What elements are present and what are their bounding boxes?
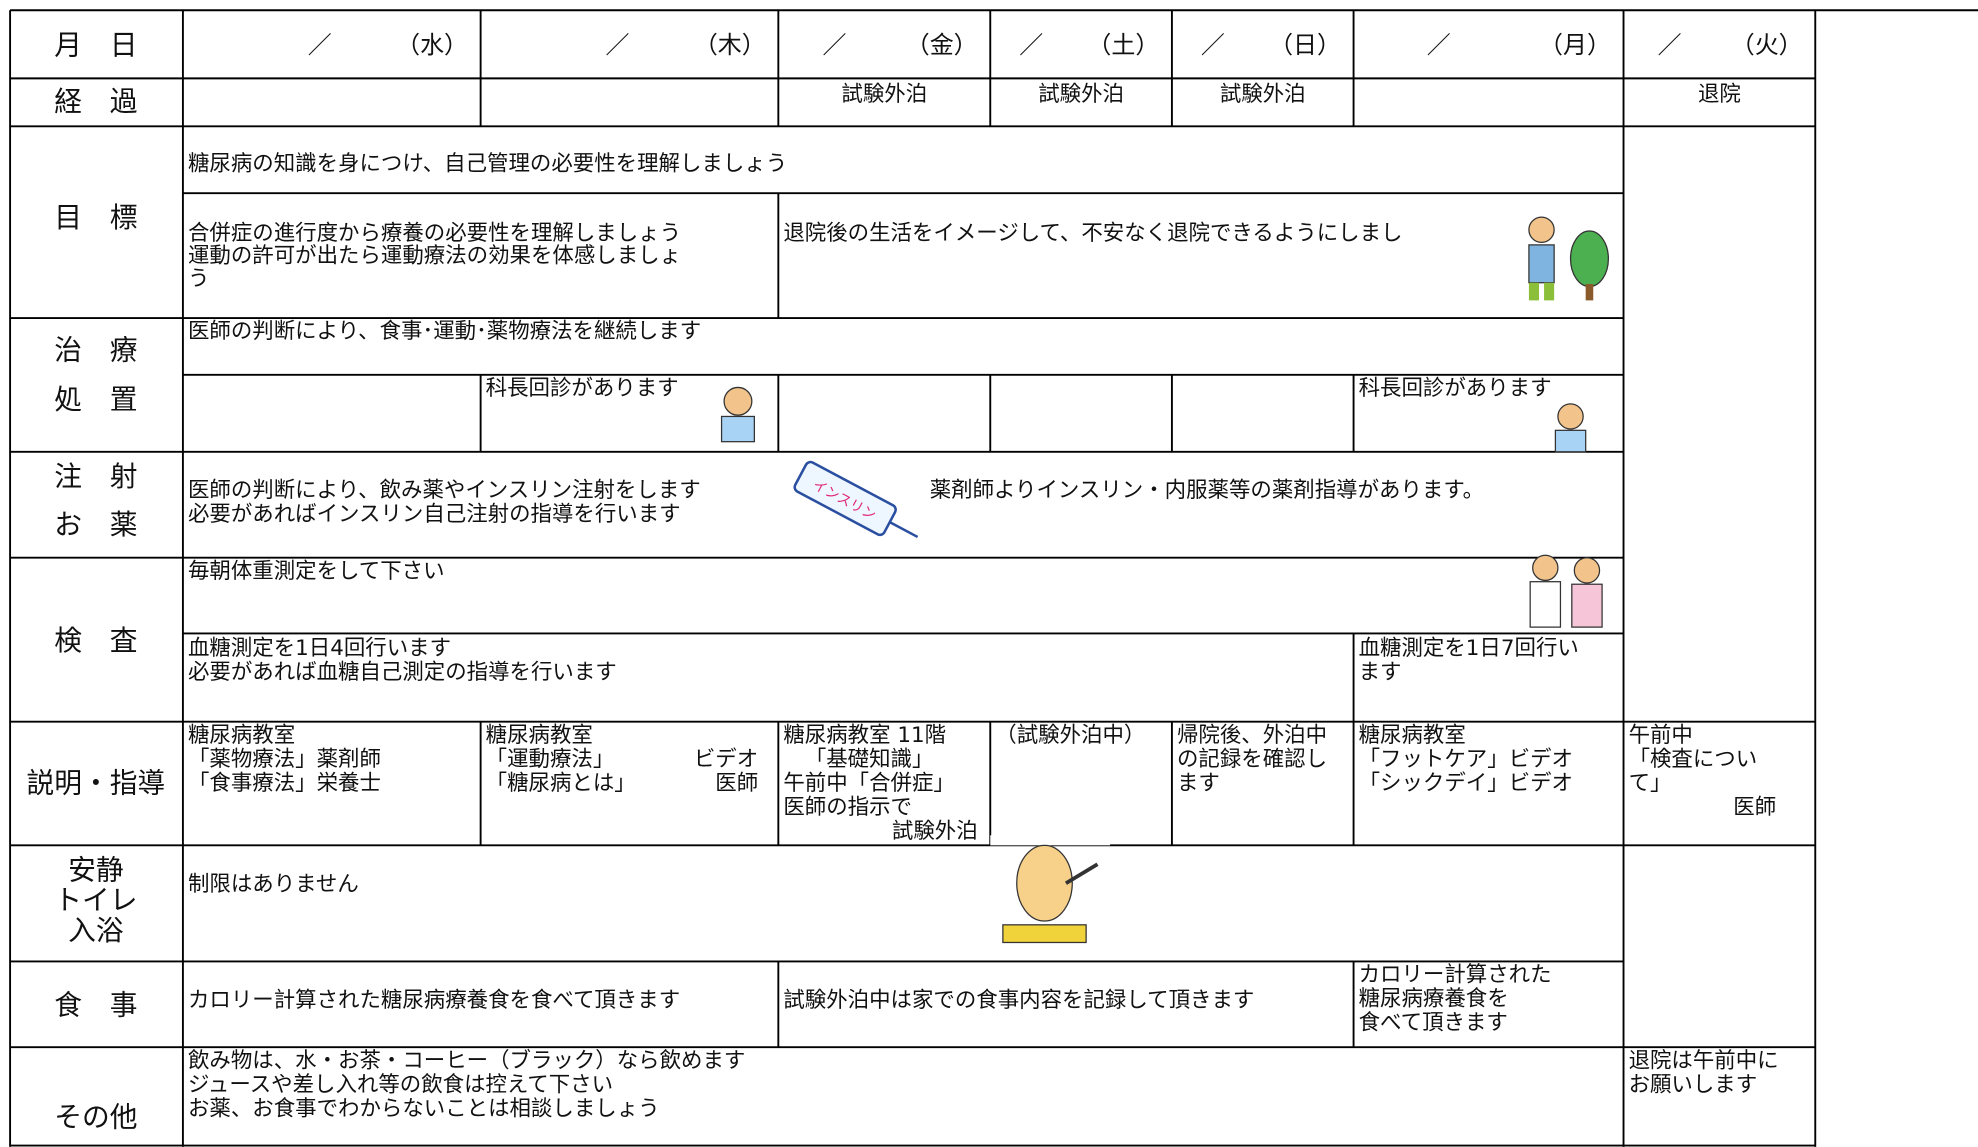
cell-text: 糖尿病の知識を身につけ、自己管理の必要性を理解しましょう: [188, 151, 787, 176]
date-slash: ／: [606, 31, 630, 59]
cell-text: ビデオ: [694, 747, 758, 772]
date-slash: ／: [1201, 31, 1225, 59]
cell-text: 試験外泊: [892, 819, 978, 844]
cell-text: 科長回診があります: [486, 376, 679, 401]
weekday: （土）: [1087, 31, 1159, 59]
cell-text: 退院後の生活をイメージして、不安なく退院できるようにしまし: [783, 221, 1402, 246]
cell-text: 帰院後、外泊中: [1177, 723, 1327, 748]
grid: [9, 9, 1978, 1147]
date-slash: ／: [308, 31, 332, 59]
row-label: その他: [54, 1101, 137, 1134]
cell-text: （試験外泊中）: [995, 723, 1145, 748]
row-label: 入浴: [68, 914, 124, 947]
row-label: お 薬: [54, 508, 137, 541]
illustration-walker: [1528, 216, 1610, 301]
date-slash: ／: [822, 31, 846, 59]
cell-text: 糖尿病療養食を: [1359, 987, 1509, 1012]
illustration-presenter: [990, 835, 1111, 944]
row-label: 処 置: [54, 383, 137, 416]
row-label: 検 査: [54, 624, 137, 657]
date-slash: ／: [1019, 31, 1043, 59]
cell-text: 「シックデイ」ビデオ: [1359, 771, 1573, 796]
weekday: （木）: [694, 31, 766, 59]
cell-text: 糖尿病教室: [486, 723, 593, 748]
cell-text: お願いします: [1629, 1072, 1758, 1097]
cell-text: ます: [1177, 771, 1220, 796]
row-label: 経 過: [54, 85, 138, 118]
row-label: 説明・指導: [26, 766, 165, 799]
weekday: （月）: [1539, 31, 1611, 59]
date-slash: ／: [1427, 31, 1451, 59]
cell-text: 毎朝体重測定をして下さい: [188, 559, 445, 584]
cell-text: ます: [1359, 660, 1402, 685]
cell-text: の記録を確認し: [1177, 747, 1327, 772]
cell-text: 医師の指示で: [783, 795, 912, 820]
cell-text: 「基礎知識」: [805, 747, 934, 772]
illustration-staff: [1529, 554, 1603, 628]
cell-text: 糖尿病教室: [1359, 723, 1466, 748]
row-label: 治 療: [54, 334, 137, 367]
weekday: （火）: [1731, 31, 1803, 59]
cell-text: 運動の許可が出たら運動療法の効果を体感しましょ: [188, 244, 681, 269]
cell-text: 血糖測定を1日4回行います: [188, 636, 451, 661]
cell-text: 糖尿病教室 11階: [783, 723, 946, 748]
cell-text: 「糖尿病とは」: [486, 771, 636, 796]
cell-text: 糖尿病教室: [188, 723, 295, 748]
cell-text: 薬剤師よりインスリン・内服薬等の薬剤指導があります。: [930, 478, 1484, 503]
cell-text: 試験外泊中は家での食事内容を記録して頂きます: [783, 988, 1254, 1013]
cell-text: 「運動療法」: [486, 747, 615, 772]
cell-text: う: [188, 266, 209, 291]
cell-text: 医師の判断により、食事･運動･薬物療法を継続します: [188, 319, 701, 344]
cell-text: 「検査につい: [1629, 747, 1758, 772]
row-label: 月 日: [54, 28, 137, 61]
row-label: トイレ: [54, 884, 137, 917]
cell-text: 必要があればインスリン自己注射の指導を行います: [188, 502, 681, 527]
cell-text: 試験外泊: [841, 82, 927, 107]
row-label: 注 射: [54, 460, 137, 493]
illustration-syringe: インスリン: [793, 460, 919, 539]
cell-text: 血糖測定を1日7回行い: [1359, 636, 1579, 661]
row-label: 目 標: [54, 201, 137, 234]
date-row: ／ （水） ／ （木） ／ （金） ／ （土） ／ （日） ／ （月） ／ （火）: [308, 31, 1803, 59]
illustration-doctor: [720, 386, 755, 443]
weekday: （日）: [1269, 31, 1341, 59]
cell-text: 科長回診があります: [1359, 376, 1552, 401]
illustration-doctor: [1554, 403, 1587, 453]
cell-text: 制限はありません: [188, 872, 359, 897]
cell-text: 「食事療法」栄養士: [188, 771, 381, 796]
cell-text: 必要があれば血糖自己測定の指導を行います: [188, 660, 617, 685]
cell-text: 試験外泊: [1220, 82, 1306, 107]
cell-text: お薬、お食事でわからないことは相談しましょう: [188, 1096, 660, 1121]
cell-text: 医師の判断により、飲み薬やインスリン注射をします: [188, 478, 701, 503]
cell-text: 食べて頂きます: [1359, 1011, 1508, 1036]
cell-text: 合併症の進行度から療養の必要性を理解しましょう: [188, 221, 681, 246]
weekday: （金）: [906, 31, 978, 59]
cell-text: 試験外泊: [1038, 82, 1124, 107]
cell-text: カロリー計算された糖尿病療養食を食べて頂きます: [188, 988, 680, 1013]
cell-text: て」: [1629, 771, 1672, 796]
cell-text: 退院: [1698, 82, 1741, 107]
cell-text: 「フットケア」ビデオ: [1359, 747, 1573, 772]
cell-text: 退院は午前中に: [1629, 1048, 1779, 1073]
cell-text: 午前中「合併症」: [783, 771, 955, 796]
row-label: 食 事: [54, 988, 137, 1021]
cell-text: 飲み物は、水・お茶・コーヒー（ブラック）なら飲めます: [188, 1048, 745, 1073]
row-label: 安静: [68, 853, 124, 886]
cell-text: 医師: [715, 771, 758, 796]
date-slash: ／: [1658, 31, 1682, 59]
cell-text: カロリー計算された: [1359, 963, 1552, 988]
weekday: （水）: [396, 31, 468, 59]
cell-text: 「薬物療法」薬剤師: [188, 747, 381, 772]
cell-text: ジュースや差し入れ等の飲食は控えて下さい: [188, 1072, 613, 1097]
cell-text: 午前中: [1629, 723, 1693, 748]
cell-text: 医師: [1733, 795, 1776, 820]
